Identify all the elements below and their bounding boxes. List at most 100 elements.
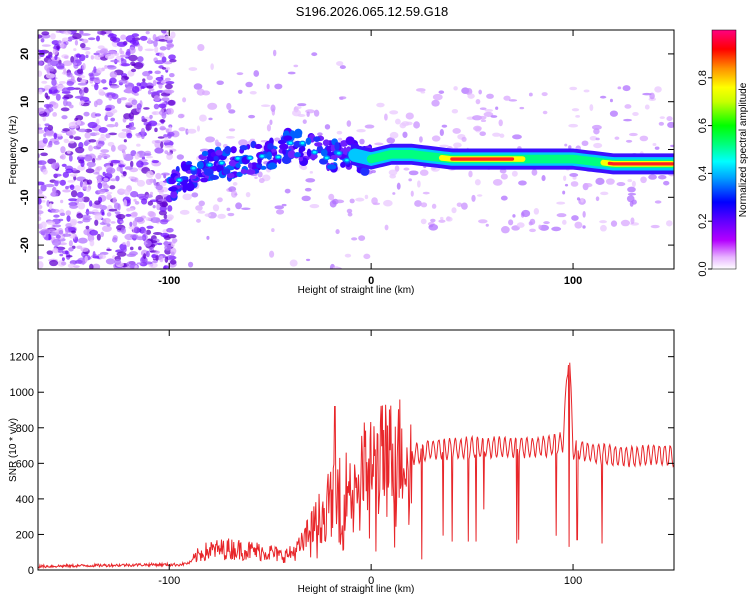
snr-y-tick-label: 200 <box>16 529 34 541</box>
spectrogram-noise-blob <box>158 103 167 109</box>
spectrogram-noise-blob <box>166 152 172 156</box>
spectrogram-noise-blob <box>648 174 657 180</box>
spectrogram-noise-blob <box>97 30 101 35</box>
spectrogram-noise-blob <box>78 128 88 133</box>
spectrogram-noise-blob <box>43 133 47 138</box>
spectrogram-ridge-blob <box>215 149 223 156</box>
spectrogram-x-tick-label: 0 <box>368 275 374 287</box>
spectrogram-noise-blob <box>640 176 647 184</box>
spectrogram-noise-blob <box>163 35 174 41</box>
spectrogram-noise-blob <box>632 111 639 117</box>
spectrogram-noise-blob <box>217 213 226 219</box>
spectrogram-noise-blob <box>193 83 203 90</box>
spectrogram-noise-blob <box>101 153 111 159</box>
spectrogram-noise-blob <box>98 136 107 142</box>
spectrogram-noise-blob <box>495 106 499 110</box>
spectrogram-noise-blob <box>420 202 428 208</box>
spectrogram-ridge-blob <box>294 152 301 158</box>
snr-y-tick-label: 0 <box>28 565 34 577</box>
spectrogram-noise-blob <box>82 62 86 71</box>
spectrogram-noise-blob <box>516 222 525 228</box>
spectrogram-ridge-blob <box>245 168 256 175</box>
spectrogram-noise-blob <box>110 145 116 152</box>
spectrogram-noise-blob <box>210 63 214 70</box>
spectrogram-noise-blob <box>105 167 116 174</box>
spectrogram-noise-blob <box>70 55 75 63</box>
spectrogram-ridge-blob <box>314 142 323 147</box>
spectrogram-noise-blob <box>108 94 113 101</box>
spectrogram-noise-blob <box>40 38 45 43</box>
spectrogram-noise-blob <box>47 124 54 131</box>
spectrogram-noise-blob <box>38 216 42 222</box>
spectrogram-noise-blob <box>130 121 135 128</box>
spectrogram-noise-blob <box>75 146 85 154</box>
spectrogram-noise-blob <box>169 59 177 63</box>
spectrogram-noise-blob <box>80 100 85 106</box>
spectrogram-noise-blob <box>274 137 281 142</box>
spectrogram-noise-blob <box>178 127 186 132</box>
spectrogram-noise-blob <box>65 223 73 228</box>
spectrogram-noise-blob <box>580 197 584 203</box>
spectrogram-noise-blob <box>593 142 603 149</box>
spectrogram-noise-blob <box>158 65 164 69</box>
spectrogram-noise-blob <box>157 198 168 202</box>
spectrogram-noise-blob <box>80 247 89 252</box>
spectrogram-ridge-blob <box>230 146 237 154</box>
spectrogram-noise-blob <box>151 159 159 164</box>
spectrogram-ridge-blob <box>185 182 195 192</box>
spectrogram-noise-blob <box>129 251 138 256</box>
spectrogram-noise-blob <box>616 182 626 187</box>
spectrogram-noise-blob <box>170 251 175 257</box>
spectrogram-noise-blob <box>113 202 120 210</box>
spectrogram-noise-blob <box>293 64 299 68</box>
spectrogram-noise-blob <box>157 136 165 139</box>
spectrogram-noise-blob <box>42 115 47 122</box>
spectrogram-noise-blob <box>624 104 632 109</box>
spectrogram-noise-blob <box>57 133 62 137</box>
spectrogram-noise-blob <box>438 219 446 223</box>
spectrogram-noise-blob <box>61 37 70 42</box>
spectrogram-noise-blob <box>94 83 99 91</box>
spectrogram-noise-blob <box>147 210 155 217</box>
spectrogram-noise-blob <box>438 90 445 94</box>
snr-series-line <box>38 362 674 570</box>
spectrogram-noise-blob <box>483 111 494 117</box>
spectrogram-noise-blob <box>118 164 125 168</box>
spectrogram-noise-blob <box>568 123 579 128</box>
spectrogram-noise-blob <box>153 95 161 102</box>
spectrogram-noise-blob <box>90 55 95 60</box>
spectrogram-noise-blob <box>161 111 167 120</box>
spectrogram-noise-blob <box>96 118 100 125</box>
spectrogram-noise-blob <box>145 31 150 35</box>
spectrogram-noise-blob <box>104 64 108 69</box>
snr-y-label: SNR (10 * v/v) <box>8 418 19 482</box>
spectrogram-noise-blob <box>57 247 64 253</box>
spectrogram-noise-blob <box>420 218 427 225</box>
spectrogram-noise-blob <box>595 196 600 202</box>
spectrogram-noise-blob <box>395 118 401 125</box>
spectrogram-ridge-blob <box>298 156 304 162</box>
spectrogram-noise-blob <box>87 37 96 41</box>
spectrogram-noise-blob <box>111 37 121 43</box>
spectrogram-noise-blob <box>248 114 256 119</box>
spectrogram-noise-blob <box>305 258 311 262</box>
spectrogram-ridge-blob <box>326 164 337 170</box>
spectrogram-noise-blob <box>659 116 665 120</box>
spectrogram-noise-blob <box>154 70 161 75</box>
spectrogram-noise-blob <box>77 196 85 203</box>
spectrogram-noise-blob <box>131 211 138 217</box>
spectrogram-noise-blob <box>468 170 473 178</box>
spectrogram-noise-blob <box>287 71 296 75</box>
spectrogram-noise-blob <box>667 121 674 129</box>
spectrogram-noise-blob <box>302 119 307 124</box>
spectrogram-ridge-blob <box>235 163 241 169</box>
spectrogram-y-tick-label: 0 <box>19 146 31 152</box>
spectrogram-noise-blob <box>168 255 177 260</box>
spectrogram-noise-blob <box>124 166 134 170</box>
spectrogram-noise-blob <box>61 115 68 120</box>
spectrogram-noise-blob <box>164 77 171 82</box>
spectrogram-noise-blob <box>61 257 65 262</box>
spectrogram-noise-blob <box>94 213 103 221</box>
spectrogram-ridge-blob <box>170 190 178 199</box>
spectrogram-noise-blob <box>141 115 145 121</box>
